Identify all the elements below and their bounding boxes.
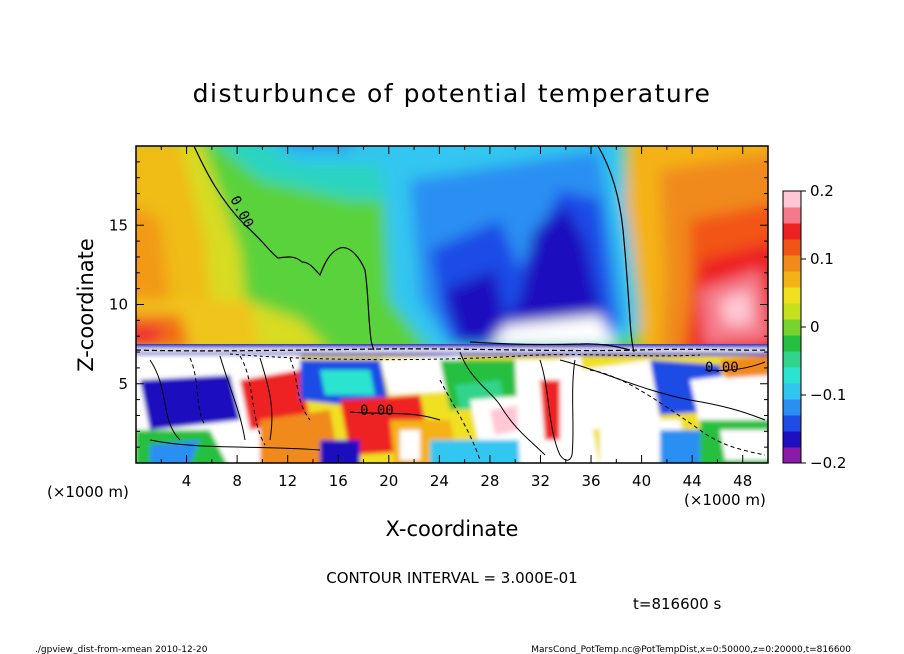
plot-area: 0.00 0.00 0.00 4 8 12 16 20 24 28 32 36 40 44 48 51… [109,145,769,490]
colorbar: 0.2 0.1 0 −0.1 −0.2 [782,182,846,472]
lower-field [136,344,768,463]
chart-title: disturbunce of potential temperature [193,79,712,108]
footer-left: ./gpview_dist-from-xmean 2010-12-20 [35,645,208,654]
colorbar-tick-label: 0.1 [810,250,834,268]
x-tick-label: 16 [329,472,348,490]
colorbar-segment [783,287,801,304]
colorbar-tick-label: −0.1 [810,386,846,404]
x-tick-label: 48 [733,472,752,490]
colorbar-tick-label: −0.2 [810,454,846,472]
y-axis: 5 10 15 [109,161,768,448]
footer-right: MarsCond_PotTemp.nc@PotTempDist,x=0:5000… [531,645,851,654]
x-tick-label: 36 [581,472,600,490]
x-unit-left: (×1000 m) [47,483,129,501]
colorbar-segment [783,351,801,368]
colorbar-segment [783,239,801,256]
colorbar-segment [783,191,801,208]
y-tick-label: 10 [109,296,128,314]
x-tick-label: 44 [683,472,702,490]
colorbar-segments [783,191,801,464]
y-tick-label: 15 [109,216,128,234]
x-tick-label: 24 [430,472,449,490]
colorbar-ticks: 0.2 0.1 0 −0.1 −0.2 [801,182,846,472]
colorbar-segment [783,303,801,320]
colorbar-tick-label: 0 [810,318,820,336]
x-axis-title: X-coordinate [386,517,519,541]
colorbar-segment [783,207,801,224]
colorbar-segment [783,319,801,336]
x-unit-right: (×1000 m) [684,491,766,509]
colorbar-segment [783,399,801,416]
x-tick-label: 12 [278,472,297,490]
colorbar-segment [783,255,801,272]
x-tick-label: 28 [480,472,499,490]
zero-contours [136,146,768,361]
contour-label: 0.00 [705,360,739,376]
x-tick-label: 32 [531,472,550,490]
x-tick-label: 8 [232,472,242,490]
colorbar-segment [783,223,801,240]
y-tick-label: 5 [118,375,128,393]
contour-label: 0.00 [360,403,394,419]
colorbar-segment [783,447,801,464]
colorbar-segment [783,335,801,352]
y-axis-title: Z-coordinate [74,238,98,372]
colorbar-segment [783,431,801,448]
x-axis: 4 8 12 16 20 24 28 32 36 40 44 48 [160,146,752,490]
contour-interval-note: CONTOUR INTERVAL = 3.000E-01 [326,569,577,587]
colorbar-segment [783,415,801,432]
x-tick-label: 4 [182,472,192,490]
upper-field [136,146,768,346]
colorbar-segment [783,271,801,288]
colorbar-segment [783,367,801,384]
time-label: t=816600 s [633,595,721,613]
colorbar-tick-label: 0.2 [810,182,834,200]
colorbar-segment [783,383,801,400]
x-tick-label: 20 [379,472,398,490]
x-tick-label: 40 [632,472,651,490]
